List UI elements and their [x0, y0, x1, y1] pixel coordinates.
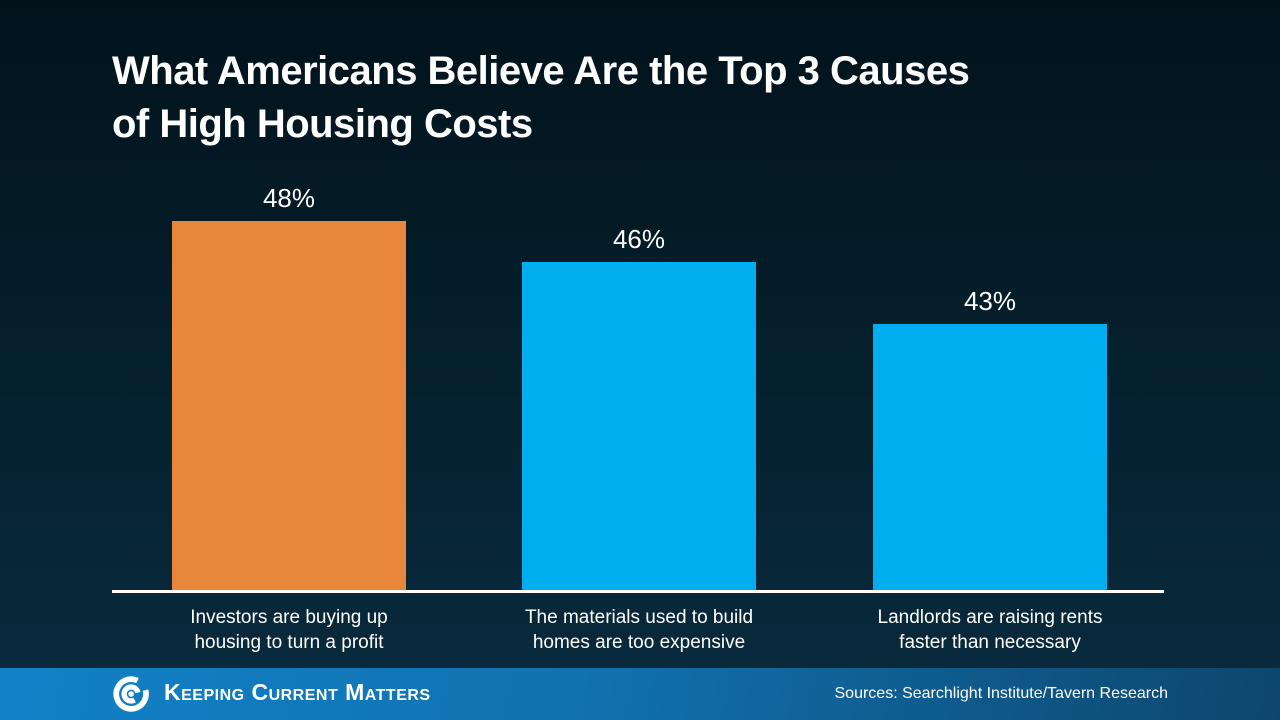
- bar-materials: [522, 262, 756, 591]
- bar-group-investors: 48%: [172, 183, 406, 591]
- kcm-swirl-icon: [113, 676, 149, 712]
- category-label-line: homes are too expensive: [532, 632, 746, 653]
- brand-logo: Keeping Current Matters: [110, 668, 431, 720]
- category-label-landlords: Landlords are raising rents faster than …: [813, 605, 1167, 655]
- category-label-investors: Investors are buying up housing to turn …: [112, 605, 466, 655]
- category-label-line: Landlords are raising rents: [877, 607, 1103, 628]
- brand-name: Keeping Current Matters: [164, 679, 431, 705]
- bar-group-materials: 46%: [522, 224, 756, 591]
- category-label-materials: The materials used to build homes are to…: [462, 605, 816, 655]
- footer-bar: Keeping Current Matters Sources: Searchl…: [0, 668, 1280, 720]
- bar-landlords: [873, 324, 1107, 591]
- sources-text: Sources: Searchlight Institute/Tavern Re…: [834, 685, 1169, 702]
- category-label-line: housing to turn a profit: [194, 632, 384, 653]
- bar-value-label: 48%: [262, 183, 316, 213]
- chart-title: What Americans Believe Are the Top 3 Cau…: [112, 45, 970, 151]
- x-axis-line: [112, 590, 1164, 593]
- category-label-line: faster than necessary: [899, 632, 1081, 653]
- chart-title-line-2: of High Housing Costs: [112, 102, 533, 146]
- category-label-line: The materials used to build: [524, 607, 754, 628]
- bar-value-label: 43%: [963, 286, 1017, 316]
- category-label-line: Investors are buying up: [190, 607, 388, 628]
- bar-value-label: 46%: [612, 224, 666, 254]
- chart-title-line-1: What Americans Believe Are the Top 3 Cau…: [112, 49, 970, 93]
- bar-group-landlords: 43%: [873, 286, 1107, 591]
- bar-investors: [172, 221, 406, 591]
